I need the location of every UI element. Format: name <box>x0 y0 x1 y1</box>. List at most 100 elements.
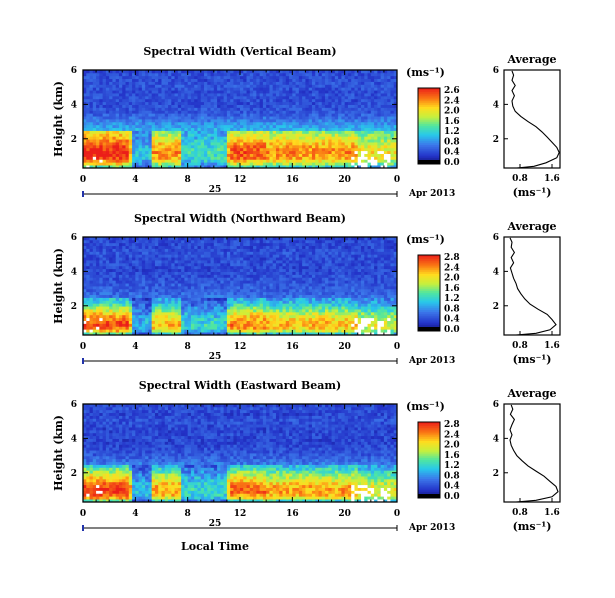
heatmap-cell <box>334 84 339 88</box>
heatmap-cell <box>367 133 372 137</box>
heatmap-cell <box>246 98 251 103</box>
heatmap-cell <box>318 130 323 134</box>
heatmap-cell <box>315 101 319 105</box>
heatmap-cell <box>148 93 153 97</box>
heatmap-cell <box>272 113 277 117</box>
heatmap-cell <box>89 294 94 298</box>
heatmap-cell <box>220 101 225 105</box>
date-suffix: Apr 2013 <box>408 189 455 199</box>
heatmap-cell <box>138 84 143 88</box>
heatmap-cell <box>132 245 136 249</box>
heatmap-cell <box>118 107 123 111</box>
heatmap-cell <box>171 317 175 321</box>
heatmap-cell <box>125 93 130 97</box>
heatmap-cell <box>266 84 270 88</box>
heatmap-cell <box>213 306 218 310</box>
heatmap-cell <box>357 136 362 140</box>
heatmap-cell <box>318 165 323 169</box>
heatmap-cell <box>236 147 241 152</box>
heatmap-cell <box>302 81 306 85</box>
heatmap-cell <box>311 121 316 126</box>
heatmap-cell <box>164 70 169 74</box>
heatmap-cell <box>204 162 208 166</box>
heatmap-cell <box>190 254 195 258</box>
heatmap-cell <box>118 90 123 94</box>
heatmap-cell <box>148 139 153 143</box>
heatmap-cell <box>194 75 198 80</box>
heatmap-cell <box>390 119 395 123</box>
heatmap-cell <box>174 332 179 336</box>
heatmap-cell <box>226 142 231 146</box>
heatmap-cell <box>92 150 97 154</box>
heatmap-cell <box>161 323 166 327</box>
heatmap-cell <box>125 136 130 140</box>
heatmap-cell <box>148 150 153 154</box>
heatmap-cell <box>357 127 362 131</box>
heatmap-cell <box>204 237 208 241</box>
heatmap-cell <box>213 142 218 146</box>
heatmap-cell <box>187 242 192 247</box>
heatmap-cell <box>200 291 205 296</box>
heatmap-cell <box>351 113 355 117</box>
heatmap-cell <box>210 121 215 126</box>
heatmap-cell <box>387 150 391 154</box>
heatmap-cell <box>207 237 211 241</box>
heatmap-cell <box>154 121 159 126</box>
heatmap-cell <box>207 277 211 281</box>
heatmap-cell <box>377 75 382 80</box>
heatmap-cell <box>164 332 169 336</box>
heatmap-cell <box>328 139 332 143</box>
heatmap-cell <box>207 291 211 296</box>
heatmap-cell <box>96 277 100 281</box>
heatmap-cell <box>253 101 257 105</box>
heatmap-cell <box>174 254 179 258</box>
heatmap-cell <box>135 156 139 160</box>
heatmap-cell <box>302 113 306 117</box>
heatmap-cell <box>246 159 251 163</box>
heatmap-cell <box>289 133 293 137</box>
heatmap-cell <box>184 294 189 298</box>
heatmap-cell <box>230 119 234 123</box>
heatmap-cell <box>148 90 153 94</box>
heatmap-cell <box>226 78 231 82</box>
heatmap-cell <box>246 116 251 120</box>
heatmap-cell <box>328 113 332 117</box>
heatmap-cell <box>89 320 94 324</box>
heatmap-cell <box>223 332 228 336</box>
heatmap-cell <box>220 306 225 310</box>
heatmap-cell <box>132 110 136 114</box>
heatmap-cell <box>328 95 332 100</box>
heatmap-cell <box>217 251 221 255</box>
heatmap-cell <box>118 121 123 126</box>
heatmap-cell <box>210 251 215 255</box>
heatmap-cell <box>125 271 130 275</box>
heatmap-cell <box>341 165 346 169</box>
heatmap-cell <box>259 95 264 100</box>
heatmap-cell <box>305 84 310 88</box>
heatmap-cell <box>135 107 139 111</box>
heatmap-cell <box>128 139 133 143</box>
heatmap-cell <box>158 147 162 152</box>
heatmap-cell <box>132 75 136 80</box>
heatmap-cell <box>105 153 110 157</box>
heatmap-cell <box>354 159 359 163</box>
heatmap-cell <box>334 95 339 100</box>
heatmap-cell <box>118 262 123 267</box>
heatmap-cell <box>194 136 198 140</box>
heatmap-cell <box>83 153 87 157</box>
heatmap-cell <box>374 162 378 166</box>
heatmap-cell <box>128 257 133 261</box>
heatmap-cell <box>109 113 113 117</box>
heatmap-cell <box>387 119 391 123</box>
heatmap-cell <box>344 72 349 77</box>
heatmap-cell <box>380 81 385 85</box>
heatmap-cell <box>249 130 254 134</box>
heatmap-cell <box>311 78 316 82</box>
heatmap-cell <box>154 75 159 80</box>
heatmap-cell <box>236 156 241 160</box>
heatmap-cell <box>89 142 94 146</box>
heatmap-cell <box>174 303 179 307</box>
heatmap-cell <box>96 239 100 244</box>
heatmap-cell <box>184 306 189 310</box>
heatmap-cell <box>351 93 355 97</box>
